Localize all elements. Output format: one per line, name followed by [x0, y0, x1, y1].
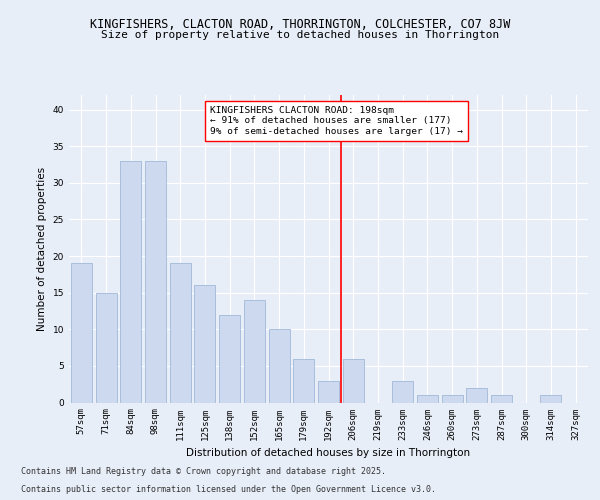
- Text: KINGFISHERS CLACTON ROAD: 198sqm
← 91% of detached houses are smaller (177)
9% o: KINGFISHERS CLACTON ROAD: 198sqm ← 91% o…: [210, 106, 463, 136]
- Bar: [442, 395, 463, 402]
- Bar: [417, 395, 438, 402]
- Bar: [491, 395, 512, 402]
- Text: Contains HM Land Registry data © Crown copyright and database right 2025.: Contains HM Land Registry data © Crown c…: [21, 467, 386, 476]
- Bar: [269, 330, 290, 402]
- Text: Size of property relative to detached houses in Thorrington: Size of property relative to detached ho…: [101, 30, 499, 40]
- Bar: [194, 286, 215, 403]
- Bar: [541, 395, 562, 402]
- Text: KINGFISHERS, CLACTON ROAD, THORRINGTON, COLCHESTER, CO7 8JW: KINGFISHERS, CLACTON ROAD, THORRINGTON, …: [90, 18, 510, 30]
- Bar: [318, 380, 339, 402]
- Bar: [120, 161, 141, 402]
- Bar: [170, 264, 191, 402]
- Bar: [71, 264, 92, 402]
- Bar: [145, 161, 166, 402]
- Bar: [392, 380, 413, 402]
- Bar: [95, 292, 116, 403]
- X-axis label: Distribution of detached houses by size in Thorrington: Distribution of detached houses by size …: [187, 448, 470, 458]
- Y-axis label: Number of detached properties: Number of detached properties: [37, 166, 47, 331]
- Bar: [343, 358, 364, 403]
- Bar: [466, 388, 487, 402]
- Bar: [293, 358, 314, 403]
- Bar: [219, 314, 240, 402]
- Text: Contains public sector information licensed under the Open Government Licence v3: Contains public sector information licen…: [21, 485, 436, 494]
- Bar: [244, 300, 265, 402]
